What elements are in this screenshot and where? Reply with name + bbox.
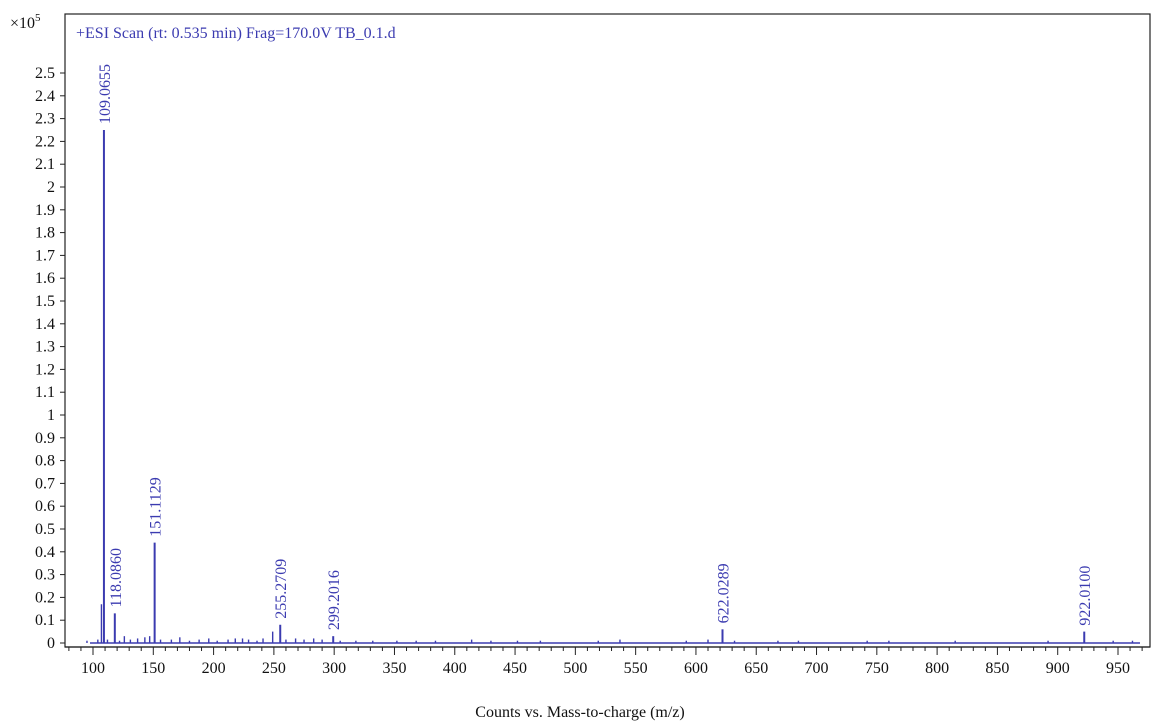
x-tick-label: 450: [503, 660, 527, 677]
y-tick-label: 0: [47, 635, 55, 652]
x-tick-label: 300: [322, 660, 346, 677]
y-tick-label: 0.5: [35, 521, 55, 538]
x-tick-label: 500: [563, 660, 587, 677]
peak-label: 622.0289: [716, 563, 733, 623]
peak-label: 118.0860: [108, 548, 125, 607]
y-tick-label: 1.6: [35, 270, 55, 287]
x-axis-label: Counts vs. Mass-to-charge (m/z): [475, 704, 684, 721]
x-tick-label: 600: [684, 660, 708, 677]
x-tick-label: 900: [1046, 660, 1070, 677]
peak-label: 109.0655: [97, 64, 114, 124]
y-tick-label: 1.2: [35, 361, 55, 378]
y-tick-label: 0.4: [35, 544, 55, 561]
x-tick-label: 750: [865, 660, 889, 677]
y-tick-label: 0.6: [35, 498, 55, 515]
y-tick-label: 1.9: [35, 202, 55, 219]
x-tick-label: 550: [624, 660, 648, 677]
x-tick-label: 800: [925, 660, 949, 677]
x-tick-label: 100: [81, 660, 105, 677]
axes: 100 150 200 250 300 350 400 450 500 550 600 650 700 7…: [35, 65, 1150, 677]
y-tick-label: 0.8: [35, 453, 55, 470]
y-tick-label: 1.5: [35, 293, 55, 310]
x-tick-label: 650: [744, 660, 768, 677]
y-tick-label: 1.3: [35, 339, 55, 356]
y-tick-label: 1: [47, 407, 55, 424]
peak-label: 151.1129: [148, 477, 165, 536]
y-tick-label: 1.8: [35, 225, 55, 242]
x-tick-label: 150: [141, 660, 165, 677]
plot-frame: [64, 13, 1151, 648]
y-tick-label: 1.7: [35, 247, 55, 264]
y-tick-label: 2.3: [35, 111, 55, 128]
minor-peaks: [86, 604, 1134, 643]
y-multiplier-label: ×105: [10, 12, 41, 32]
x-tick-label: 200: [202, 660, 226, 677]
x-tick-label: 250: [262, 660, 286, 677]
x-tick-label: 850: [985, 660, 1009, 677]
chart-title: +ESI Scan (rt: 0.535 min) Frag=170.0V TB…: [76, 25, 396, 42]
labeled-peaks: 109.0655 118.0860 151.1129 255.2709 299.2016…: [97, 64, 1094, 643]
y-tick-label: 0.2: [35, 589, 55, 606]
y-tick-label: 2.5: [35, 65, 55, 82]
y-tick-label: 1.4: [35, 316, 55, 333]
y-tick-label: 0.1: [35, 612, 55, 629]
x-tick-label: 400: [443, 660, 467, 677]
y-tick-label: 0.3: [35, 567, 55, 584]
y-tick-label: 1.1: [35, 384, 55, 401]
peak-label: 255.2709: [273, 559, 290, 619]
y-tick-label: 2.4: [35, 88, 55, 105]
x-tick-label: 700: [805, 660, 829, 677]
y-tick-label: 2.2: [35, 133, 55, 150]
y-tick-label: 0.7: [35, 475, 55, 492]
x-tick-label: 950: [1106, 660, 1130, 677]
peak-label: 922.0100: [1077, 566, 1094, 626]
x-tick-label: 350: [382, 660, 406, 677]
y-tick-label: 0.9: [35, 430, 55, 447]
peak-label: 299.2016: [326, 570, 343, 630]
y-multiplier-exponent: 5: [35, 12, 41, 24]
y-tick-label: 2.1: [35, 156, 55, 173]
y-tick-label: 2: [47, 179, 55, 196]
